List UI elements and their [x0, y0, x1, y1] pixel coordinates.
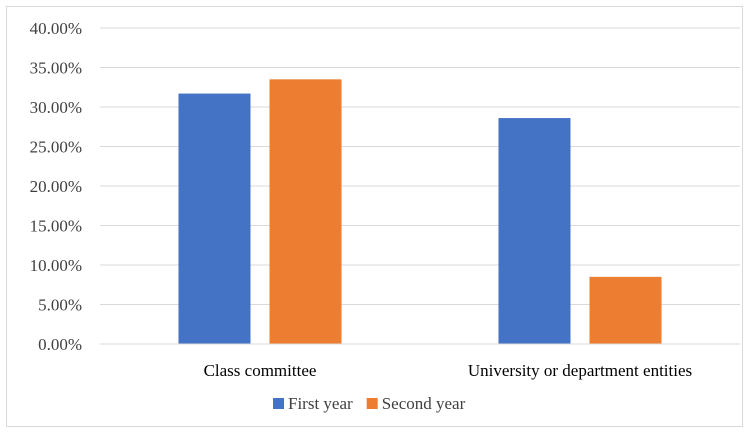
y-tick-label: 25.00%	[30, 138, 82, 157]
y-tick-label: 20.00%	[30, 177, 82, 196]
x-axis-category-labels: Class committee University or department …	[204, 361, 693, 380]
chart-frame	[6, 6, 743, 427]
y-tick-label: 10.00%	[30, 256, 82, 275]
y-tick-label: 40.00%	[30, 19, 82, 38]
bar-first-year-1	[498, 118, 571, 344]
y-tick-label: 30.00%	[30, 98, 82, 117]
legend-label: First year	[288, 394, 353, 413]
legend-label: Second year	[382, 394, 466, 413]
y-tick-label: 0.00%	[38, 335, 82, 354]
y-tick-label: 35.00%	[30, 59, 82, 78]
x-category-label: University or department entities	[468, 361, 692, 380]
legend: First year Second year	[273, 394, 466, 413]
x-category-label: Class committee	[204, 361, 317, 380]
bar-second-year-0	[269, 79, 342, 344]
bars	[178, 79, 662, 344]
y-tick-label: 15.00%	[30, 217, 82, 236]
bar-first-year-0	[178, 93, 251, 344]
y-tick-label: 5.00%	[38, 296, 82, 315]
bar-second-year-1	[589, 276, 662, 344]
y-axis-tick-labels: 0.00% 5.00% 10.00% 15.00% 20.00% 25.00% 30.00%…	[30, 19, 82, 354]
legend-swatch	[366, 398, 378, 409]
legend-swatch	[273, 398, 284, 409]
